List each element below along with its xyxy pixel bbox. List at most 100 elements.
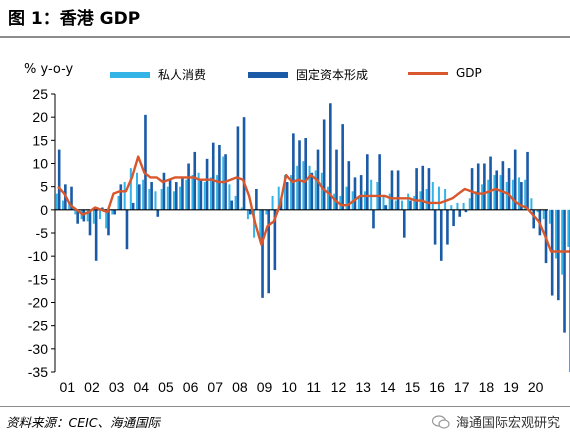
bar-fixed-capital-formation [366,154,369,210]
bar-private-consumption [327,186,330,210]
bar-private-consumption [246,209,249,220]
legend-item-gdp: GDP [408,66,482,80]
bar-private-consumption [234,195,237,210]
bar-fixed-capital-formation [181,177,184,210]
bar-private-consumption [524,179,527,210]
bar-private-consumption [135,172,138,210]
brand-watermark: 海通国际宏观研究 [431,412,560,431]
bar-private-consumption [216,175,219,210]
bar-fixed-capital-formation [458,209,462,217]
bar-private-consumption [240,207,243,210]
bar-fixed-capital-formation [384,205,388,210]
bar-fixed-capital-formation [255,188,258,210]
y-tick-label: -5 [36,225,49,241]
bar-private-consumption [487,179,490,210]
bar-fixed-capital-formation [150,182,153,210]
bar-private-consumption [394,200,397,210]
bar-fixed-capital-formation [261,209,264,298]
bar-private-consumption [166,186,169,210]
bar-private-consumption [55,193,58,210]
bar-private-consumption [148,188,151,210]
bar-private-consumption [179,186,182,210]
bar-fixed-capital-formation [563,209,566,333]
bar-fixed-capital-formation [113,209,116,215]
bar-private-consumption [364,191,367,210]
bar-private-consumption [444,188,447,210]
y-tick-label: 0 [40,202,48,218]
bar-fixed-capital-formation [304,138,307,210]
y-tick-label: -20 [28,295,48,311]
bar-private-consumption [388,193,391,210]
bar-fixed-capital-formation [427,168,431,210]
x-tick-label: 15 [405,379,421,395]
bar-fixed-capital-formation [218,144,221,210]
bar-private-consumption [68,202,71,210]
bar-fixed-capital-formation [131,202,135,210]
bar-private-consumption [437,186,440,210]
bar-fixed-capital-formation [452,209,455,227]
bar-fixed-capital-formation [470,168,474,210]
x-tick-label: 04 [133,379,149,395]
y-tick-label: 25 [32,86,48,102]
bar-fixed-capital-formation [88,209,92,236]
bar-private-consumption [105,209,108,229]
bar-fixed-capital-formation [433,209,437,245]
bar-fixed-capital-formation [193,151,197,210]
bar-fixed-capital-formation [273,209,277,271]
bar-fixed-capital-formation [532,209,535,229]
bar-private-consumption [302,161,305,210]
x-tick-label: 06 [183,379,199,395]
bar-fixed-capital-formation [144,114,147,210]
bar-private-consumption [456,202,459,210]
bar-private-consumption [111,209,114,215]
bar-fixed-capital-formation [322,119,326,210]
brand-label: 海通国际宏观研究 [455,416,560,431]
legend-label-gdp: GDP [456,66,482,80]
bar-fixed-capital-formation [70,186,73,210]
x-tick-label: 12 [331,379,347,395]
y-tick-label: -10 [28,248,48,264]
bar-private-consumption [462,202,465,210]
bar-private-consumption [265,209,268,215]
bar-fixed-capital-formation [513,149,517,210]
bar-private-consumption [259,209,262,240]
x-tick-label: 01 [60,379,76,395]
bar-private-consumption [431,182,434,210]
bar-fixed-capital-formation [82,209,86,222]
bar-fixed-capital-formation [415,168,418,210]
bar-fixed-capital-formation [483,163,486,210]
bar-fixed-capital-formation [248,209,252,215]
bar-fixed-capital-formation [378,154,381,210]
bar-private-consumption [228,184,231,210]
bar-fixed-capital-formation [396,170,400,210]
bar-private-consumption [154,191,157,210]
bar-fixed-capital-formation [446,209,449,245]
bar-fixed-capital-formation [402,209,406,238]
bar-private-consumption [345,186,348,210]
bar-fixed-capital-formation [329,103,332,210]
x-tick-label: 10 [281,379,297,395]
bar-private-consumption [290,175,293,210]
bar-private-consumption [493,175,496,210]
legend-swatch-fixed-capital-formation [248,71,288,78]
bar-fixed-capital-formation [156,209,160,217]
x-tick-label: 14 [380,379,396,395]
footer-rule [0,406,570,407]
x-tick-label: 17 [454,379,470,395]
bar-fixed-capital-formation [211,142,215,210]
bar-fixed-capital-formation [187,163,190,210]
bar-private-consumption [197,172,200,210]
bar-private-consumption [62,200,65,210]
x-tick-label: 11 [307,379,322,395]
bar-fixed-capital-formation [557,209,560,301]
bar-private-consumption [191,175,194,210]
bar-fixed-capital-formation [390,170,394,210]
bar-fixed-capital-formation [205,158,209,210]
bar-private-consumption [308,165,311,210]
y-tick-label: 10 [32,156,48,172]
bar-fixed-capital-formation [137,184,141,210]
bar-private-consumption [277,186,280,210]
bar-private-consumption [314,170,317,210]
x-tick-label: 20 [528,379,544,395]
bar-private-consumption [203,182,206,210]
